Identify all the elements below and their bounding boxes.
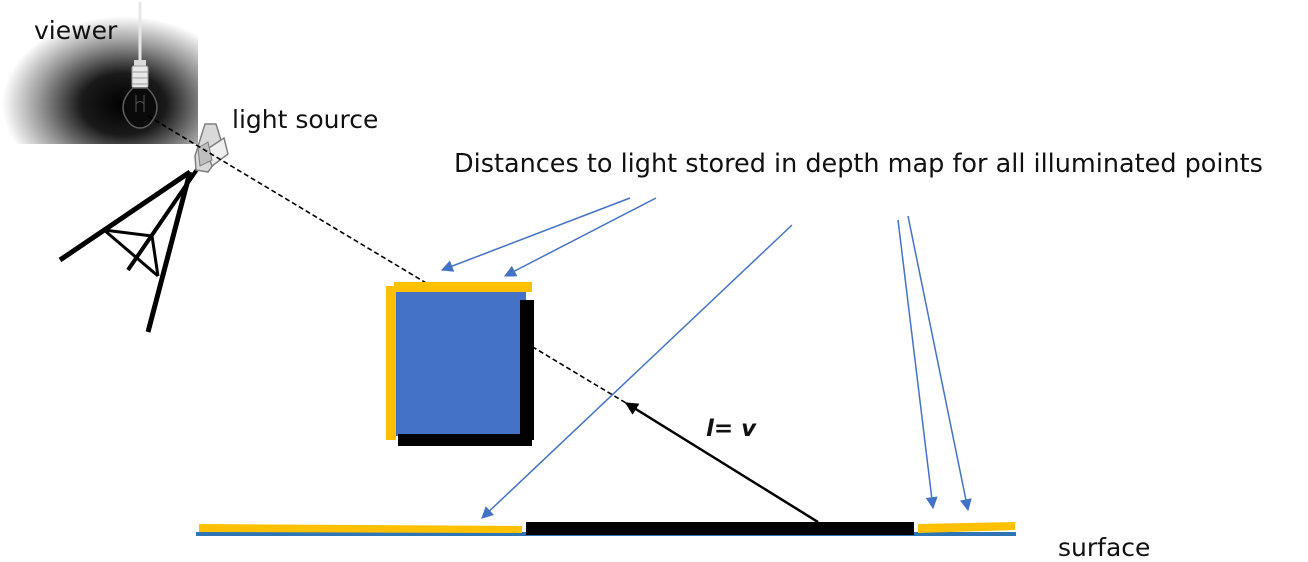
spotlight-tripod-icon bbox=[58, 123, 229, 333]
surface-lit-left bbox=[199, 524, 522, 533]
pointer-arrow-cube-top-2 bbox=[503, 197, 657, 277]
cube-lit-top-edge bbox=[394, 282, 532, 292]
light-bulb-icon bbox=[2, 2, 198, 144]
pointer-arrow-surface-right-1 bbox=[897, 219, 938, 510]
vector-label: l= v bbox=[706, 416, 757, 442]
light-ray-dashed bbox=[147, 115, 627, 404]
pointer-arrow-surface-left bbox=[481, 224, 793, 519]
cube-face bbox=[392, 288, 526, 436]
surface bbox=[196, 522, 1016, 536]
depth-map-caption: Distances to light stored in depth map f… bbox=[454, 149, 1263, 179]
light-vector-arrow bbox=[624, 401, 819, 524]
surface-lit-right bbox=[918, 522, 1015, 533]
pointer-arrow-cube-top-1 bbox=[440, 197, 631, 272]
depth-pointer-arrows bbox=[440, 197, 972, 519]
surface-label: surface bbox=[1058, 533, 1151, 562]
cube bbox=[386, 282, 534, 446]
cube-lit-left-edge bbox=[386, 286, 396, 440]
surface-shadowed bbox=[526, 522, 914, 535]
cube-shadow-right-edge bbox=[520, 300, 534, 440]
viewer-label: viewer bbox=[34, 16, 118, 45]
pointer-arrow-surface-right-2 bbox=[907, 215, 972, 512]
light-source-label: light source bbox=[232, 105, 379, 134]
cube-shadow-bottom-edge bbox=[398, 434, 532, 446]
